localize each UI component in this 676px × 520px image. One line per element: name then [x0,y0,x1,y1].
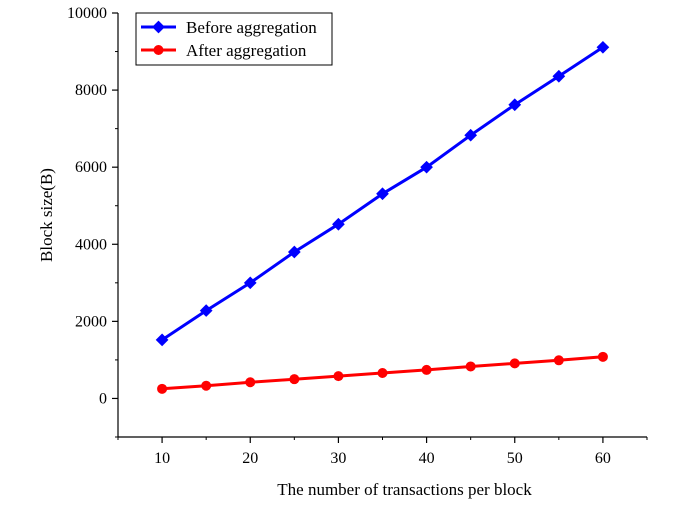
y-tick-label: 10000 [67,5,107,22]
data-point [245,377,256,388]
x-axis-label: The number of transactions per block [277,480,532,499]
data-point [553,355,564,366]
data-point [377,368,388,379]
x-tick-label: 50 [507,450,523,467]
data-point [420,160,433,174]
series-layer [155,40,610,394]
data-point [199,304,213,317]
series-after-aggregation [157,351,608,394]
data-point [333,371,344,382]
data-point [243,276,257,290]
data-point [155,333,169,347]
y-tick-label: 8000 [75,82,107,99]
x-tick-label: 20 [242,450,258,467]
legend: Before aggregation After aggregation [135,12,333,66]
data-point [509,358,520,369]
series-before-aggregation [155,40,610,347]
data-point [201,380,212,391]
data-point [289,374,300,385]
ticks-layer: 10 20 30 40 50 60 0 2000 4000 6000 8000 10000 [67,5,648,467]
x-tick-label: 40 [419,450,435,467]
x-tick-label: 60 [595,450,611,467]
legend-entry-before: Before aggregation [186,18,317,37]
data-point [597,351,608,362]
y-tick-label: 6000 [75,159,107,176]
data-point [421,364,432,375]
y-tick-label: 4000 [75,236,107,253]
legend-entry-after: After aggregation [186,41,307,60]
y-tick-label: 0 [99,390,107,407]
data-point [465,361,476,372]
legend-box [135,12,333,66]
data-point [287,245,301,259]
data-point [464,128,478,142]
legend-marker-after [153,45,164,55]
y-tick-label: 2000 [75,313,107,330]
axes-layer: The number of transactions per block Blo… [37,13,647,499]
data-point [376,187,389,201]
legend-marker-before [152,20,165,34]
y-axis-label: Block size(B) [37,168,56,262]
data-point [157,383,168,394]
x-tick-label: 10 [154,450,170,467]
x-tick-label: 30 [330,450,346,467]
data-point [332,217,345,231]
